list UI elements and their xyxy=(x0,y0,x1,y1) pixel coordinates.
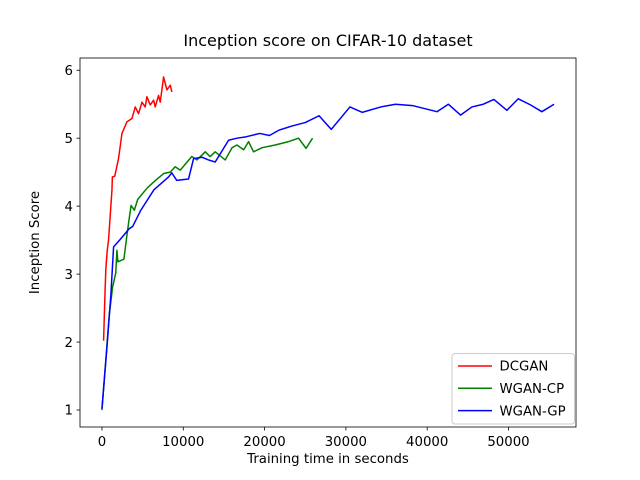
x-tick-label: 20000 xyxy=(243,435,285,450)
x-axis-label: Training time in seconds xyxy=(246,452,409,467)
series-line-wgan-cp xyxy=(101,137,314,411)
x-tick-label: 30000 xyxy=(325,435,367,450)
chart-title: Inception score on CIFAR-10 dataset xyxy=(183,31,472,50)
x-tick-label: 10000 xyxy=(162,435,204,450)
y-axis-label: Inception Score xyxy=(28,191,43,294)
legend-label: WGAN-CP xyxy=(500,382,565,397)
y-tick-label: 5 xyxy=(65,132,73,147)
x-tick-label: 40000 xyxy=(406,435,448,450)
axes-spines xyxy=(79,57,577,428)
y-tick-label: 2 xyxy=(65,336,73,351)
x-tick-label: 50000 xyxy=(487,435,529,450)
y-tick-label: 6 xyxy=(65,64,73,79)
legend-label: WGAN-GP xyxy=(500,404,566,419)
y-tick-label: 1 xyxy=(65,404,73,419)
series-line-dcgan xyxy=(102,76,173,341)
y-tick-label: 3 xyxy=(65,268,73,283)
x-tick-label: 0 xyxy=(98,435,106,450)
plot-area xyxy=(101,76,555,411)
series-line-wgan-gp xyxy=(101,98,555,409)
y-tick-label: 4 xyxy=(65,200,73,215)
legend: DCGAN WGAN-CP WGAN-GP xyxy=(451,353,575,425)
legend-box xyxy=(451,353,575,425)
x-axis: 0 10000 20000 30000 40000 50000 xyxy=(98,427,530,450)
y-axis: 1 2 3 4 5 6 xyxy=(65,64,80,419)
legend-label: DCGAN xyxy=(500,360,549,375)
